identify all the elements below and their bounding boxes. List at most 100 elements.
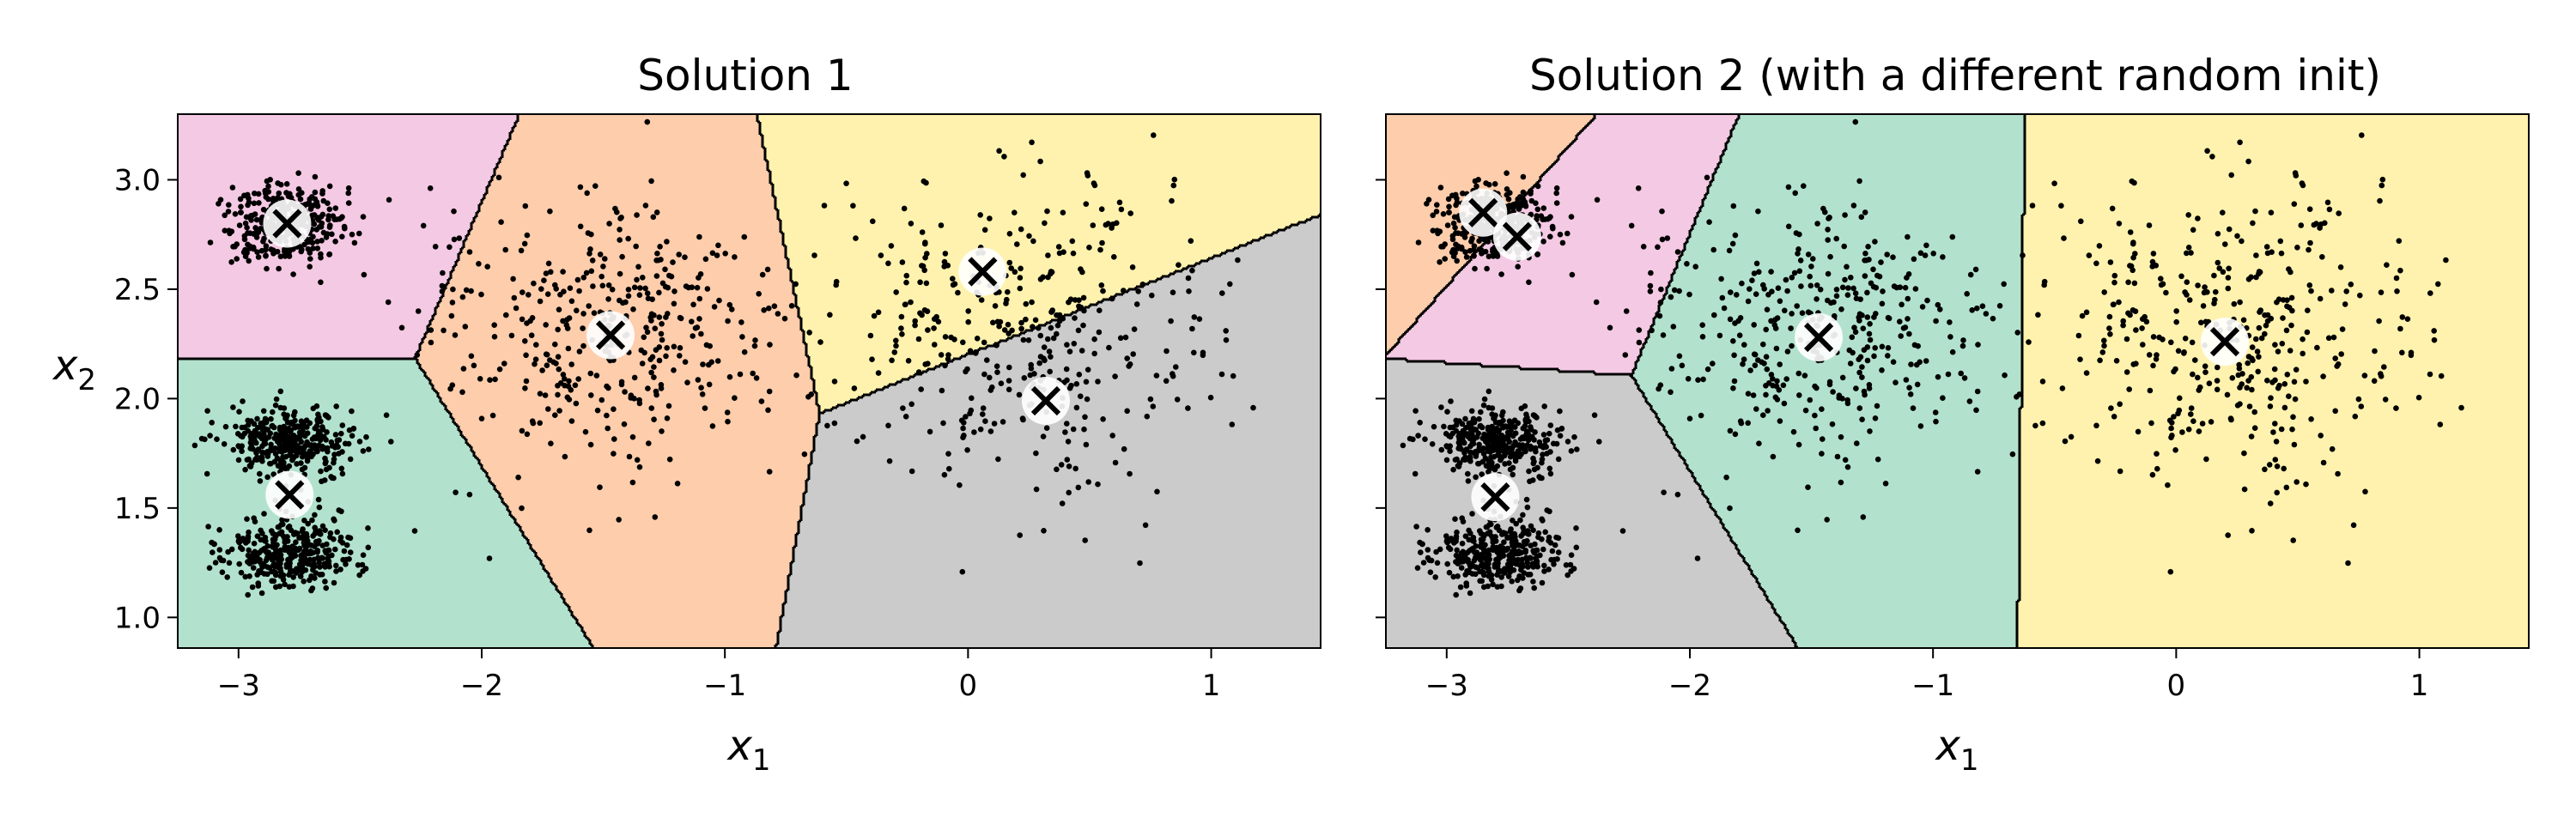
data-point — [932, 316, 938, 323]
data-point — [2130, 239, 2136, 245]
data-point — [1739, 280, 1745, 287]
data-point — [2268, 395, 2274, 402]
data-point — [229, 185, 236, 191]
data-point — [683, 283, 690, 289]
data-point — [2249, 344, 2256, 350]
data-point — [343, 561, 349, 567]
data-point — [634, 212, 640, 218]
data-point — [801, 451, 808, 457]
data-point — [1730, 338, 1736, 344]
data-point — [302, 538, 309, 544]
data-point — [1009, 327, 1015, 334]
data-point — [1073, 381, 1080, 387]
data-point — [1142, 522, 1149, 529]
data-point — [1018, 325, 1024, 332]
data-point — [290, 574, 297, 580]
data-point — [1730, 385, 1736, 391]
centroids — [263, 199, 1070, 519]
data-point — [1080, 322, 1086, 329]
data-point — [1510, 538, 1517, 544]
data-point — [252, 518, 258, 524]
data-point — [617, 237, 623, 243]
data-point — [1098, 282, 1105, 288]
data-point — [919, 229, 926, 235]
data-point — [726, 301, 733, 308]
data-point — [544, 291, 551, 298]
data-point — [1437, 259, 1443, 265]
data-point — [311, 543, 318, 549]
data-point — [2286, 393, 2292, 400]
data-point — [2168, 339, 2174, 346]
data-point — [2234, 233, 2240, 239]
data-point — [938, 352, 945, 358]
data-point — [1412, 470, 1419, 477]
data-point — [1048, 324, 1054, 331]
data-point — [1911, 342, 1918, 348]
data-point — [1447, 448, 1453, 454]
data-point — [2245, 158, 2251, 165]
data-point — [290, 548, 297, 554]
data-point — [824, 422, 830, 429]
data-point — [1496, 421, 1503, 427]
data-point — [2116, 299, 2122, 306]
data-point — [1471, 419, 1478, 426]
data-point — [1628, 222, 1635, 229]
data-point — [543, 322, 549, 328]
data-point — [1851, 324, 1857, 331]
data-point — [1730, 203, 1737, 209]
data-point — [1133, 301, 1140, 307]
data-point — [555, 354, 562, 360]
data-point — [1867, 428, 1873, 434]
data-point — [2173, 308, 2179, 314]
data-point — [511, 294, 518, 301]
data-point — [2130, 254, 2136, 261]
data-point — [232, 211, 239, 217]
data-point — [1568, 448, 1575, 454]
data-point — [1751, 351, 1758, 358]
data-point — [2408, 349, 2415, 356]
data-point — [994, 369, 1000, 376]
data-point — [588, 231, 594, 238]
data-point — [1112, 459, 1119, 466]
data-point — [538, 286, 544, 293]
data-point — [960, 434, 966, 440]
data-point — [1091, 336, 1097, 342]
data-point — [1647, 288, 1654, 294]
data-point — [1914, 381, 1921, 388]
data-point — [1462, 572, 1468, 578]
data-point — [290, 271, 296, 277]
data-point — [573, 400, 580, 407]
data-point — [987, 428, 994, 434]
data-point — [2322, 220, 2328, 227]
data-point — [2215, 259, 2221, 266]
data-point — [207, 433, 213, 439]
data-point — [522, 385, 528, 391]
data-point — [1406, 435, 1413, 442]
data-point — [2252, 208, 2258, 215]
data-point — [275, 180, 281, 186]
data-point — [244, 516, 250, 522]
data-point — [1760, 412, 1766, 419]
data-point — [964, 447, 970, 453]
data-point — [1764, 366, 1771, 373]
data-point — [978, 297, 985, 303]
data-point — [654, 251, 660, 257]
data-point — [321, 433, 327, 440]
data-point — [1825, 227, 1831, 233]
data-point — [2234, 403, 2241, 409]
data-point — [957, 482, 963, 488]
data-point — [2202, 369, 2208, 376]
data-point — [1082, 537, 1088, 543]
data-point — [1874, 456, 1881, 463]
data-point — [2231, 300, 2238, 307]
data-point — [1924, 297, 1930, 304]
data-point — [245, 421, 252, 428]
data-point — [1103, 221, 1109, 228]
data-point — [1507, 528, 1514, 535]
data-point — [557, 292, 563, 298]
data-point — [981, 227, 988, 233]
data-point — [1450, 220, 1457, 227]
data-point — [1485, 448, 1491, 454]
data-point — [1127, 470, 1133, 477]
data-point — [2435, 281, 2441, 288]
